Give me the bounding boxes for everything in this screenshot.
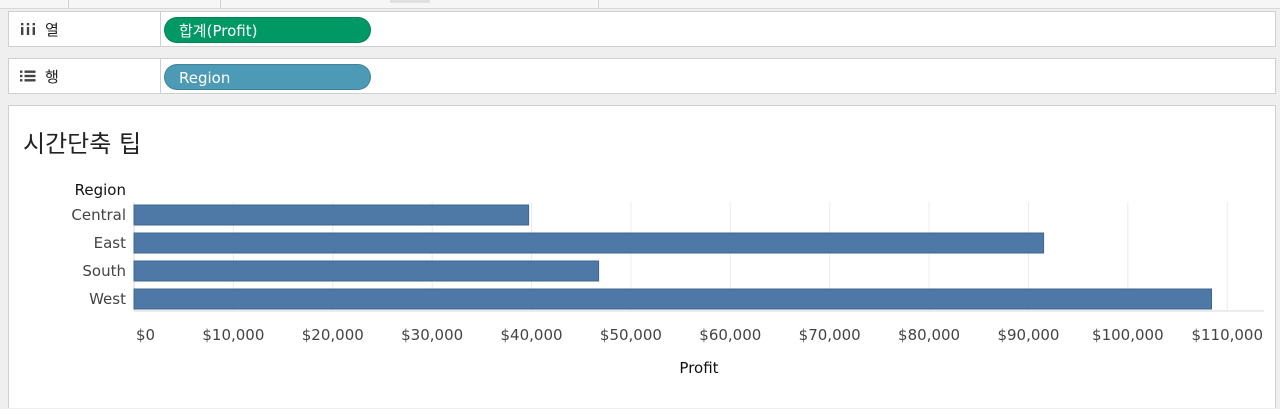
bar-chart: Region Central East South West $0 $10,000 $20,0… [71, 181, 1264, 377]
category-label: East [94, 234, 126, 252]
toolbar-tab-hint [390, 0, 430, 3]
toolbar-divider [220, 0, 221, 8]
x-axis-title: Profit [679, 359, 718, 377]
toolbar-divider [68, 0, 69, 8]
x-tick-label: $70,000 [799, 326, 861, 344]
x-tick-label: $80,000 [898, 326, 960, 344]
category-header: Region [75, 181, 126, 199]
x-tick-label: $40,000 [501, 326, 563, 344]
profit-sum-pill[interactable]: 합계(Profit) [164, 17, 371, 43]
x-tick-label: $30,000 [401, 326, 463, 344]
x-tick-label: $90,000 [997, 326, 1059, 344]
x-tick-label: $100,000 [1092, 326, 1164, 344]
rows-shelf-name: 행 [45, 67, 59, 86]
column-bars-icon [19, 21, 37, 37]
x-tick-label: $10,000 [202, 326, 264, 344]
x-tick-label: $110,000 [1191, 326, 1263, 344]
region-pill[interactable]: Region [164, 64, 371, 90]
toolbar-divider [598, 0, 599, 8]
row-list-icon [19, 68, 37, 84]
columns-shelf-label: 열 [9, 12, 161, 46]
rows-shelf[interactable]: 행 Region [8, 58, 1276, 94]
rows-shelf-label: 행 [9, 59, 161, 93]
bar-south [133, 260, 600, 282]
columns-shelf[interactable]: 열 합계(Profit) [8, 11, 1276, 47]
chart-title: 시간단축 팁 [23, 130, 142, 158]
x-tick-label: $60,000 [699, 326, 761, 344]
bar-east [133, 232, 1045, 254]
bar-central [133, 204, 530, 226]
category-label: Central [71, 206, 126, 224]
chart-panel: 시간단축 팁 Region Central East South West $0 $10,0… [8, 105, 1276, 408]
x-tick-label: $0 [136, 326, 155, 344]
category-label: South [82, 262, 126, 280]
x-tick-label: $50,000 [600, 326, 662, 344]
columns-shelf-name: 열 [45, 20, 59, 39]
x-tick-label: $20,000 [302, 326, 364, 344]
top-toolbar-strip [0, 0, 1280, 9]
category-label: West [89, 290, 126, 308]
bar-west [133, 288, 1213, 310]
